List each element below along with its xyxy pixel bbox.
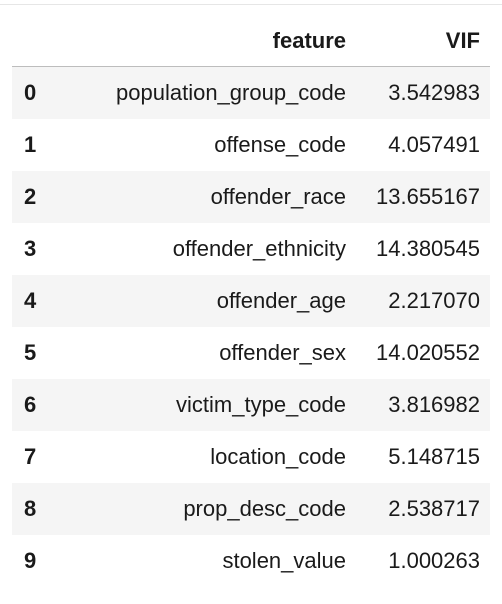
table-row: 3 offender_ethnicity 14.380545 (12, 223, 490, 275)
row-index: 4 (12, 275, 54, 327)
vif-cell: 1.000263 (356, 535, 490, 587)
table-body: 0 population_group_code 3.542983 1 offen… (12, 66, 490, 587)
row-index: 6 (12, 379, 54, 431)
table-row: 9 stolen_value 1.000263 (12, 535, 490, 587)
row-index: 3 (12, 223, 54, 275)
table-row: 1 offense_code 4.057491 (12, 119, 490, 171)
feature-cell: offender_sex (54, 327, 356, 379)
table-row: 2 offender_race 13.655167 (12, 171, 490, 223)
feature-cell: victim_type_code (54, 379, 356, 431)
vif-cell: 5.148715 (356, 431, 490, 483)
row-index: 2 (12, 171, 54, 223)
vif-column-header: VIF (356, 16, 490, 67)
vif-cell: 4.057491 (356, 119, 490, 171)
feature-cell: offense_code (54, 119, 356, 171)
feature-cell: population_group_code (54, 66, 356, 119)
vif-cell: 13.655167 (356, 171, 490, 223)
row-index: 0 (12, 66, 54, 119)
feature-cell: location_code (54, 431, 356, 483)
table-row: 0 population_group_code 3.542983 (12, 66, 490, 119)
vif-cell: 3.542983 (356, 66, 490, 119)
index-column-header (12, 16, 54, 67)
vif-cell: 14.380545 (356, 223, 490, 275)
feature-cell: stolen_value (54, 535, 356, 587)
feature-cell: offender_race (54, 171, 356, 223)
feature-column-header: feature (54, 16, 356, 67)
vif-cell: 3.816982 (356, 379, 490, 431)
table-row: 8 prop_desc_code 2.538717 (12, 483, 490, 535)
table-row: 7 location_code 5.148715 (12, 431, 490, 483)
feature-cell: prop_desc_code (54, 483, 356, 535)
vif-cell: 2.538717 (356, 483, 490, 535)
header-row: feature VIF (12, 16, 490, 67)
table-header: feature VIF (12, 16, 490, 67)
row-index: 5 (12, 327, 54, 379)
vif-cell: 14.020552 (356, 327, 490, 379)
row-index: 1 (12, 119, 54, 171)
top-divider (0, 0, 502, 5)
vif-table: feature VIF 0 population_group_code 3.54… (12, 16, 490, 587)
dataframe-output: feature VIF 0 population_group_code 3.54… (12, 16, 490, 587)
row-index: 9 (12, 535, 54, 587)
feature-cell: offender_ethnicity (54, 223, 356, 275)
row-index: 7 (12, 431, 54, 483)
row-index: 8 (12, 483, 54, 535)
table-row: 5 offender_sex 14.020552 (12, 327, 490, 379)
table-row: 6 victim_type_code 3.816982 (12, 379, 490, 431)
table-row: 4 offender_age 2.217070 (12, 275, 490, 327)
feature-cell: offender_age (54, 275, 356, 327)
vif-cell: 2.217070 (356, 275, 490, 327)
